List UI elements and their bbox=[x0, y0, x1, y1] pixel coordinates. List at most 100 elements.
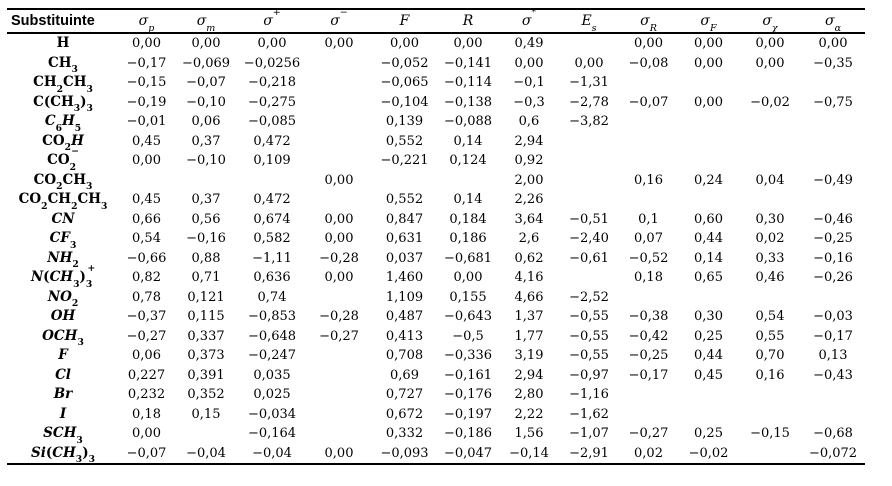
value-cell: 0,121 bbox=[187, 289, 225, 305]
value-cell: −0,01 bbox=[126, 114, 167, 129]
value-cell: −0,0256 bbox=[243, 55, 301, 71]
value-cell: −0,38 bbox=[628, 309, 669, 324]
value-cell: −0,25 bbox=[628, 348, 669, 363]
substituent-label: N(CH3)3+ bbox=[30, 263, 96, 290]
value-cell: 0,37 bbox=[191, 192, 221, 207]
value-cell: −0,15 bbox=[126, 75, 167, 90]
value-cell: 0,16 bbox=[634, 172, 663, 188]
value-cell: −0,43 bbox=[813, 367, 853, 383]
value-cell: 0,00 bbox=[694, 55, 723, 71]
value-cell: 0,15 bbox=[191, 406, 221, 422]
value-cell: −1,31 bbox=[569, 75, 609, 90]
col-sigma-minus: σ− bbox=[330, 7, 348, 29]
col-sigma-p: σp bbox=[138, 13, 155, 35]
value-cell: −0,186 bbox=[443, 426, 493, 441]
value-cell: −0,07 bbox=[628, 94, 669, 110]
table-row: Br 0,232 0,352 0,025 0,727 −0,176 2,80 −1,16 bbox=[7, 385, 865, 405]
value-cell: 0,00 bbox=[390, 36, 419, 51]
col-sigma-plus: σ+ bbox=[263, 7, 281, 29]
value-cell bbox=[801, 385, 865, 405]
col-R: R bbox=[462, 13, 474, 29]
value-cell: −0,17 bbox=[628, 367, 669, 383]
value-cell: 0,45 bbox=[694, 367, 723, 383]
value-cell: 0,66 bbox=[132, 211, 161, 227]
value-cell bbox=[619, 190, 678, 210]
value-cell: 1,109 bbox=[385, 289, 424, 305]
table-row: OCH3 −0,27 0,337 −0,648 −0,27 0,413 −0,5 1,77 −0… bbox=[7, 327, 865, 348]
table-row: NH2 −0,66 0,88 −1,11 −0,28 0,037 −0,681 0,62 −0,… bbox=[7, 249, 865, 270]
table-row: NO2 0,78 0,121 0,74 1,109 0,155 4,66 −2,52 bbox=[7, 288, 865, 309]
value-cell: −0,072 bbox=[808, 445, 858, 461]
table-row: Cl 0,227 0,391 0,035 0,69 −0,161 2,94 −0,97 −0,1… bbox=[7, 366, 865, 386]
value-cell bbox=[678, 405, 739, 425]
substituent-label: H bbox=[56, 35, 70, 51]
value-cell: −0,161 bbox=[443, 367, 493, 383]
value-cell bbox=[739, 151, 801, 171]
substituent-label: CH3 bbox=[48, 54, 78, 76]
value-cell bbox=[306, 54, 372, 74]
value-cell: −0,275 bbox=[247, 94, 297, 110]
value-cell: 0,124 bbox=[449, 153, 487, 168]
value-cell: 1,460 bbox=[385, 270, 424, 285]
value-cell bbox=[306, 424, 372, 444]
value-cell: 0,78 bbox=[132, 289, 161, 305]
value-cell: −2,91 bbox=[569, 445, 609, 461]
value-cell: −0,034 bbox=[247, 406, 297, 422]
value-cell: −0,55 bbox=[569, 328, 609, 344]
value-cell: −0,03 bbox=[813, 309, 853, 324]
value-cell: −1,62 bbox=[569, 406, 609, 422]
value-cell: 0,56 bbox=[191, 211, 221, 227]
value-cell: −0,648 bbox=[247, 328, 297, 344]
value-cell: 0,00 bbox=[191, 36, 221, 51]
value-cell: 0,631 bbox=[385, 231, 424, 246]
value-cell: −0,104 bbox=[380, 94, 429, 110]
value-cell: 0,14 bbox=[453, 192, 483, 207]
value-cell bbox=[559, 33, 619, 54]
value-cell: −0,853 bbox=[247, 309, 297, 324]
value-cell: 0,30 bbox=[755, 211, 785, 227]
value-cell: 0,06 bbox=[191, 114, 221, 129]
value-cell bbox=[678, 112, 739, 132]
col-F: F bbox=[399, 13, 410, 29]
value-cell: 0,55 bbox=[755, 328, 785, 344]
value-cell bbox=[739, 405, 801, 425]
value-cell: −0,10 bbox=[186, 94, 226, 110]
value-cell: −3,82 bbox=[569, 114, 609, 129]
value-cell: −0,141 bbox=[443, 55, 493, 71]
value-cell bbox=[739, 385, 801, 405]
value-cell: 0,6 bbox=[518, 114, 540, 129]
value-cell: 0,82 bbox=[132, 270, 161, 285]
value-cell: −0,97 bbox=[569, 367, 609, 383]
value-cell: 0,00 bbox=[132, 36, 161, 51]
value-cell: −0,5 bbox=[452, 328, 484, 344]
value-cell: 0,44 bbox=[694, 231, 723, 246]
value-cell bbox=[678, 132, 739, 152]
value-cell bbox=[559, 171, 619, 191]
value-cell: 0,13 bbox=[818, 348, 848, 363]
value-cell bbox=[619, 151, 678, 171]
value-cell: 3,64 bbox=[514, 211, 544, 227]
table-row: Si(CH3)3 −0,07 −0,04 −0,04 0,00 −0,093 −0,047−… bbox=[7, 444, 865, 465]
table-row: CN 0,66 0,56 0,674 0,00 0,847 0,184 3,64 −0,51 0,… bbox=[7, 210, 865, 230]
col-Es: Es bbox=[581, 13, 597, 35]
substituent-label: Cl bbox=[55, 366, 71, 383]
value-cell bbox=[619, 73, 678, 93]
value-cell: 0,33 bbox=[755, 250, 785, 266]
value-cell: 0,487 bbox=[385, 309, 424, 324]
value-cell bbox=[801, 73, 865, 93]
value-cell: −0,069 bbox=[181, 55, 231, 71]
value-cell: 0,00 bbox=[324, 36, 354, 51]
value-cell: −0,17 bbox=[813, 328, 853, 344]
value-cell: 0,00 bbox=[694, 94, 723, 110]
table-row: SCH3 0,00 −0,164 0,332 −0,186 1,56 −1,07 −0,27 0… bbox=[7, 424, 865, 445]
value-cell: −0,61 bbox=[569, 250, 609, 266]
value-cell: 2,22 bbox=[514, 406, 544, 422]
value-cell: 0,62 bbox=[514, 250, 544, 266]
value-cell: 0,00 bbox=[694, 36, 723, 51]
value-cell: 0,16 bbox=[755, 367, 785, 383]
substituent-label: C(CH3)3 bbox=[33, 93, 93, 115]
value-cell: 0,00 bbox=[634, 36, 663, 51]
value-cell: 0,02 bbox=[755, 231, 785, 246]
substituent-label: Si(CH3)3 bbox=[31, 444, 95, 466]
